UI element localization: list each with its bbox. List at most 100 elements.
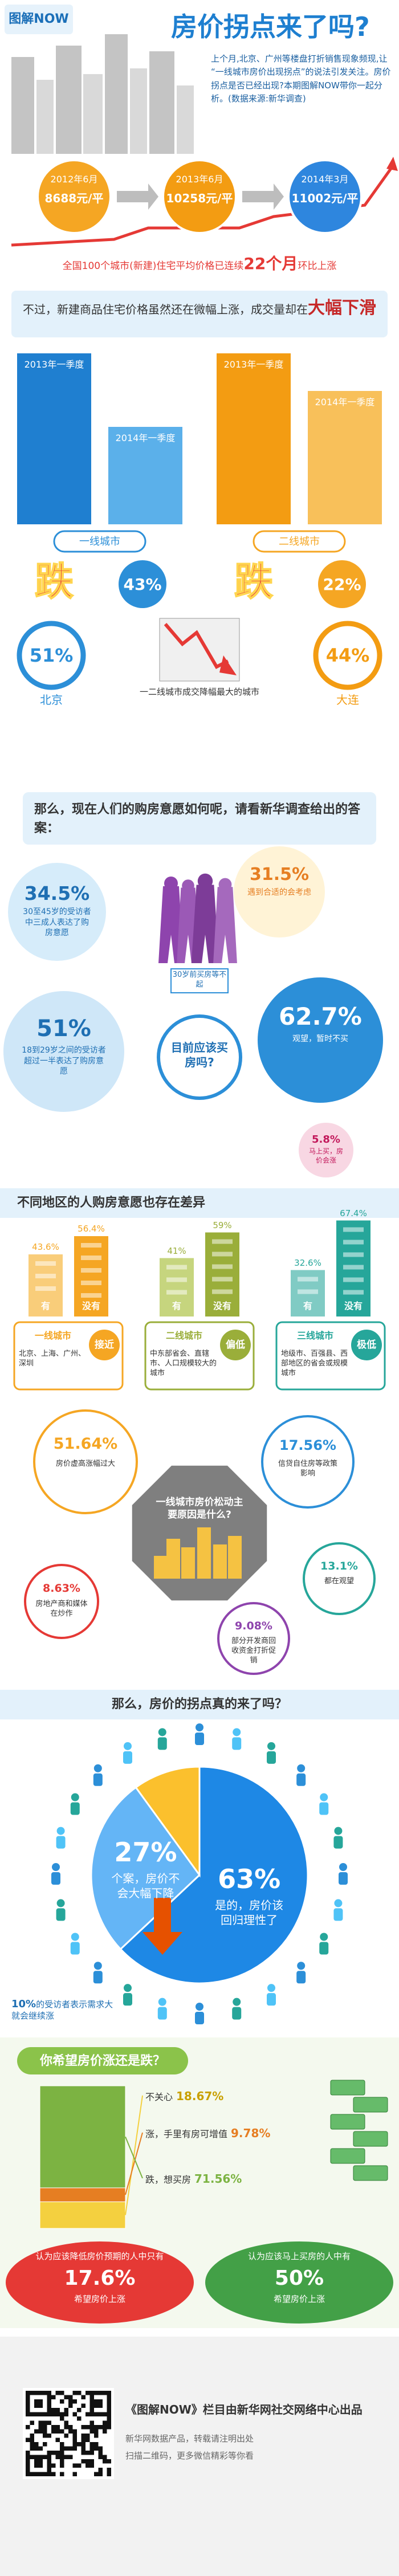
- qr-cell: [38, 2399, 43, 2404]
- qr-cell: [55, 2425, 60, 2430]
- timeline-arrow: [242, 184, 284, 210]
- down-arrow-head: [219, 655, 237, 675]
- turning-question: 那么，房价的拐点真的来了吗？: [111, 1697, 287, 1711]
- drop-word: 跌: [234, 559, 274, 605]
- reason-pct: 13.1%: [320, 1559, 358, 1572]
- qr-cell: [34, 2446, 39, 2451]
- reason-text: 部分开发商回收资金打折促销: [231, 1636, 276, 1665]
- qr-cell: [60, 2416, 64, 2421]
- qr-cell: [103, 2420, 107, 2425]
- window: [343, 1240, 364, 1245]
- window: [212, 1239, 233, 1244]
- leader: [125, 2132, 143, 2195]
- person-head: [56, 1899, 65, 1907]
- volume-lead: 不过，新建商品住宅价格虽然还在微幅上涨，成交量却在大幅下滑: [23, 295, 376, 322]
- person-body: [232, 2007, 242, 2020]
- qr-cell: [26, 2391, 30, 2395]
- qr-cell: [98, 2399, 103, 2404]
- qr-cell: [64, 2395, 68, 2399]
- qr-cell: [34, 2463, 39, 2468]
- bubble-text: 18到29岁之间的受访者超过一半表达了购房意愿: [22, 1046, 106, 1076]
- qr-cell: [94, 2391, 99, 2395]
- qr-cell: [60, 2442, 64, 2447]
- reason-bubble: [261, 1415, 355, 1509]
- qr-cell: [43, 2442, 47, 2447]
- qr-cell: [77, 2416, 82, 2421]
- skyline: [36, 80, 54, 154]
- hope-text: 不关心: [145, 2092, 173, 2102]
- bubble-pct: 62.7%: [279, 1002, 362, 1030]
- skyline: [181, 1547, 195, 1579]
- qr-cell: [89, 2403, 94, 2408]
- region-bar-label: 没有: [213, 1301, 231, 1311]
- qr-cell: [34, 2459, 39, 2464]
- qr-cell: [98, 2468, 103, 2472]
- qr-cell: [47, 2459, 51, 2464]
- person-head: [297, 1962, 306, 1970]
- qr-cell: [26, 2399, 30, 2404]
- qr-cell: [55, 2429, 60, 2434]
- qr-cell: [38, 2403, 43, 2408]
- qr-cell: [107, 2425, 111, 2430]
- price-circle: [36, 159, 112, 234]
- person-head: [71, 1933, 79, 1941]
- person-head: [334, 1899, 343, 1907]
- skyline: [130, 68, 147, 154]
- qr-cell: [68, 2455, 73, 2459]
- qr-cell: [34, 2399, 39, 2404]
- price-value: 10258元/平: [166, 191, 233, 205]
- qr-cell: [43, 2425, 47, 2430]
- drop-value: 22%: [323, 575, 361, 594]
- survey-bubble: [3, 991, 124, 1112]
- qr-cell: [47, 2408, 51, 2412]
- person-body: [70, 1942, 80, 1955]
- qr-cell: [30, 2455, 34, 2459]
- person-body: [93, 1773, 103, 1786]
- footer-title: 《图解NOW》栏目由新华网社交网络中心出品: [125, 2403, 363, 2416]
- reason-text: 房价虚高涨幅过大: [55, 1459, 115, 1468]
- window: [343, 1290, 364, 1295]
- qr-cell: [98, 2403, 103, 2408]
- qr-cell: [64, 2434, 68, 2438]
- window: [166, 1265, 187, 1270]
- city-circle: [313, 621, 382, 690]
- note-text: 环比上涨: [298, 260, 337, 272]
- qr-cell: [60, 2399, 64, 2404]
- qr-cell: [94, 2429, 99, 2434]
- qr-cell: [103, 2455, 107, 2459]
- qr-cell: [89, 2451, 94, 2455]
- hope-title: 你希望房价涨还是跌？: [39, 2054, 165, 2068]
- hope-pct: 9.78%: [231, 2126, 271, 2140]
- person-head: [124, 1984, 132, 1992]
- qr-cell: [30, 2434, 34, 2438]
- window: [343, 1265, 364, 1270]
- qr-cell: [85, 2434, 90, 2438]
- reason-bubble: [217, 1602, 290, 1675]
- qr-cell: [47, 2412, 51, 2416]
- qr-cell: [77, 2442, 82, 2447]
- qr-cell: [38, 2412, 43, 2416]
- qr-cell: [72, 2429, 77, 2434]
- survey-bubble: [8, 863, 106, 961]
- qr-cell: [85, 2463, 90, 2468]
- qr-cell: [47, 2468, 51, 2472]
- qr-cell: [51, 2425, 56, 2430]
- qr-cell: [68, 2425, 73, 2430]
- person-body: [267, 1993, 276, 2006]
- footer-line: 扫描二维码，更多微信精彩等你看: [125, 2451, 254, 2461]
- hope-row: 涨，手里有房可增值 9.78%: [145, 2126, 316, 2141]
- price-circle: [162, 159, 237, 234]
- volume-bar: [17, 353, 91, 524]
- reason-pct: 51.64%: [53, 1434, 118, 1453]
- city-circle: [17, 621, 86, 690]
- qr-cell: [72, 2399, 77, 2404]
- reason-pct: 8.63%: [43, 1582, 80, 1595]
- price-value: 8688元/平: [44, 191, 104, 205]
- pie-text: 是的，房价该回归理性了: [215, 1898, 284, 1927]
- qr-cell: [43, 2429, 47, 2434]
- qr-cell: [38, 2391, 43, 2395]
- survey-center-text: 目前应该买房吗?: [171, 1041, 228, 1069]
- qr-cell: [89, 2429, 94, 2434]
- qr-cell: [107, 2412, 111, 2416]
- group-name: 二线城市: [279, 536, 320, 548]
